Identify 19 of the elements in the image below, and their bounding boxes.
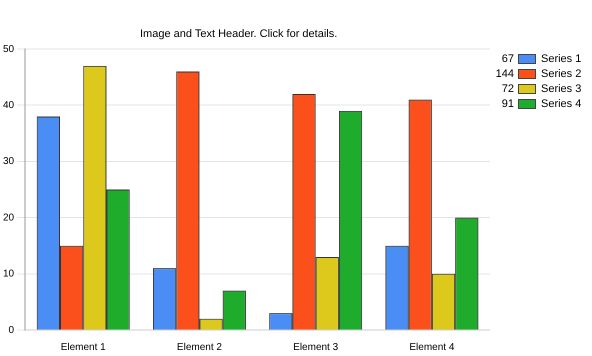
y-tick-label: 0 — [8, 324, 15, 336]
x-tick-label: Element 4 — [409, 342, 455, 353]
text: 67 — [500, 53, 514, 65]
chart-title: Image and Text Header. Click for details. — [140, 28, 338, 40]
y-tick-label: 10 — [3, 268, 15, 280]
x-tick-label: Element 1 — [60, 342, 106, 353]
x-tick-label: Element 2 — [176, 342, 222, 353]
legend-label: Series 2 — [541, 68, 582, 80]
legend-label: Series 1 — [541, 53, 582, 65]
text: 144 — [494, 68, 514, 80]
x-tick-label: Element 3 — [293, 342, 339, 353]
text: 72 — [500, 83, 514, 95]
y-tick-label: 50 — [3, 44, 15, 55]
y-tick-label: 40 — [3, 100, 15, 111]
text: 91 — [500, 98, 514, 110]
y-tick-label: 20 — [3, 212, 15, 224]
legend-label: Series 4 — [541, 98, 582, 110]
legend-label: Series 3 — [541, 83, 582, 95]
y-tick-label: 30 — [3, 156, 15, 168]
